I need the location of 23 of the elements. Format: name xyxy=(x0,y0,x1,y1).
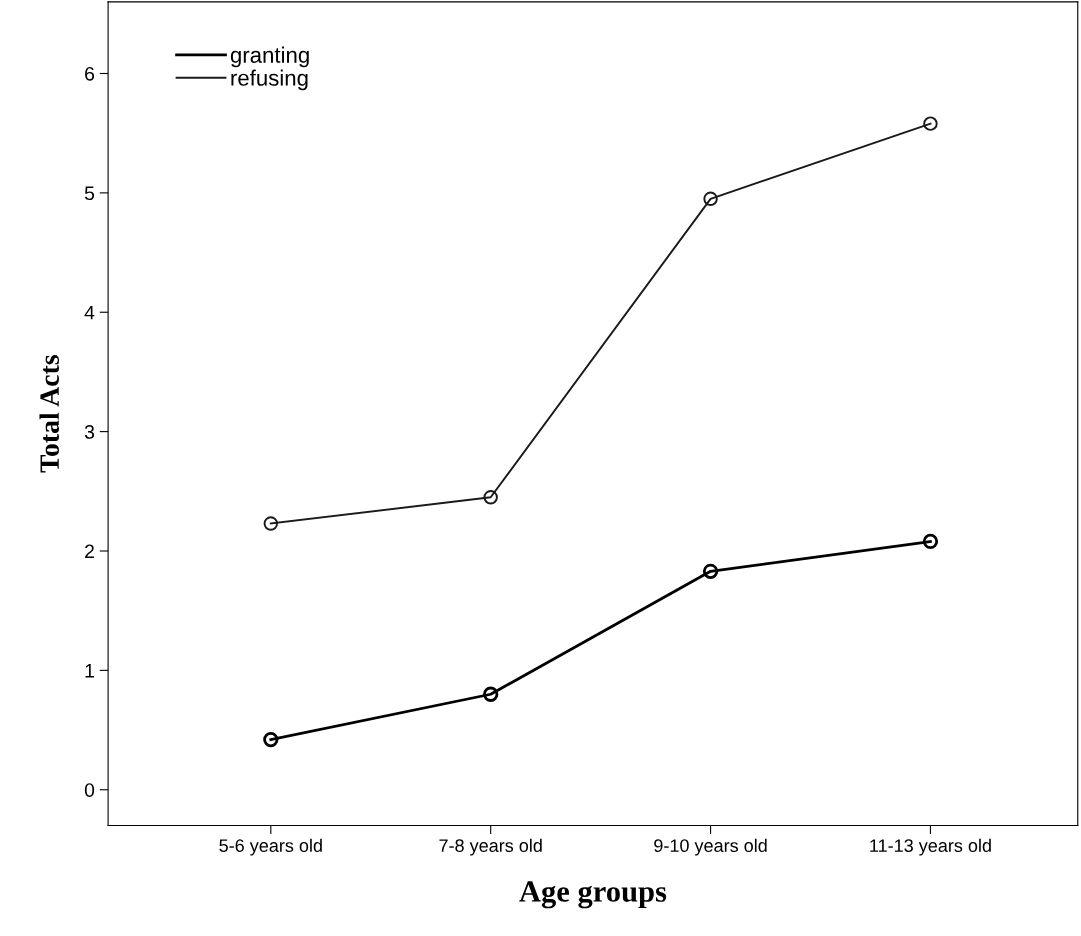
legend-label: granting xyxy=(230,46,309,68)
x-tick-label: 5-6 years old xyxy=(219,838,322,856)
y-tick-label: 4 xyxy=(84,305,95,320)
x-tick-label: 11-13 years old xyxy=(870,838,991,856)
y-tick-label: 0 xyxy=(84,783,95,797)
y-tick-label: 5 xyxy=(84,186,95,201)
point xyxy=(483,490,498,505)
x-tick-label: 7-8 years old xyxy=(439,838,542,856)
y-tick-label: 1 xyxy=(85,664,94,678)
point xyxy=(922,533,939,550)
point xyxy=(483,686,499,702)
point xyxy=(923,116,938,131)
y-tick-label: 2 xyxy=(85,544,94,559)
point xyxy=(702,563,719,579)
point xyxy=(263,516,279,531)
x-tick-label: 9-10 years old xyxy=(654,838,767,856)
y-tick-label: 3 xyxy=(84,425,95,439)
y-tick-label: 6 xyxy=(85,66,95,81)
y-axis-title: Total Acts xyxy=(39,355,60,473)
point xyxy=(263,731,279,748)
legend-label: refusing xyxy=(231,69,308,91)
x-axis-title: Age groups xyxy=(519,881,667,909)
point xyxy=(703,191,718,207)
